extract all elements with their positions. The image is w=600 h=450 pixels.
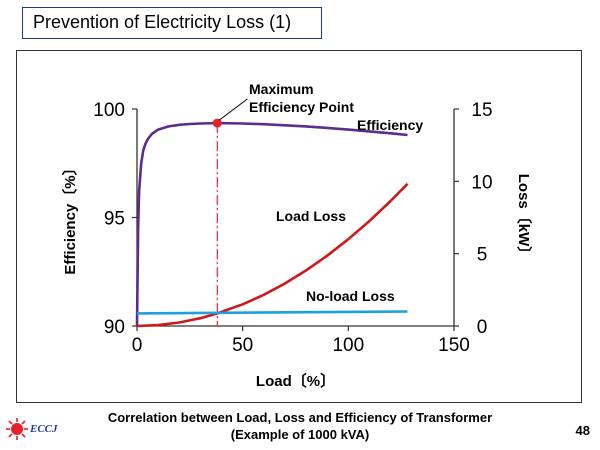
chart-svg: 0 50 100 150 90 95 100 0 5 10 15 Load〔%〕 Efficiency〔… [61, 81, 533, 390]
y-right-tick-label: 10 [471, 172, 492, 193]
x-axis-title: Load〔%〕 [256, 372, 335, 390]
eccj-logo: ECCJ [6, 418, 76, 444]
max-point-leader-line [219, 98, 248, 121]
max-point-label-line-2: Efficiency Point [249, 99, 354, 115]
chart-caption: Correlation between Load, Loss and Effic… [60, 409, 540, 443]
max-efficiency-point [212, 118, 222, 128]
y-left-tick-label: 90 [104, 317, 125, 338]
y-left-tick-label: 95 [104, 209, 125, 230]
y-right-tick-label: 15 [471, 100, 492, 121]
load-loss-series-label: Load Loss [276, 208, 346, 224]
no-load-loss-series-label: No-load Loss [306, 288, 395, 304]
x-tick-label: 150 [438, 335, 470, 356]
logo-text: ECCJ [30, 423, 58, 435]
x-tick-label: 100 [332, 335, 364, 356]
y-right-tick-label: 0 [477, 317, 488, 338]
efficiency-series-line [135, 121, 408, 327]
y-left-tick-label: 100 [93, 100, 125, 121]
no-load-loss-series-line [136, 310, 408, 315]
slide-title: Prevention of Electricity Loss (1) [22, 7, 322, 39]
load-loss-series-line [136, 182, 409, 328]
chart-frame: 0 50 100 150 90 95 100 0 5 10 15 Load〔%〕 Efficiency〔… [16, 50, 582, 403]
max-point-label-line-1: Maximum [249, 81, 314, 97]
caption-line-2: (Example of 1000 kVA) [230, 427, 370, 442]
x-tick-label: 50 [232, 335, 253, 356]
caption-line-1: Correlation between Load, Loss and Effic… [107, 410, 493, 425]
efficiency-series-label: Efficiency [357, 117, 423, 133]
series-layer [135, 118, 409, 328]
x-tick-label: 0 [132, 335, 143, 356]
label-layer: 0 50 100 150 90 95 100 0 5 10 15 Load〔%〕 Efficiency〔… [61, 81, 533, 390]
y-right-axis-title: Loss〔kW〕 [515, 174, 533, 262]
y-left-axis-title: Efficiency〔%〕 [61, 160, 79, 274]
y-right-tick-label: 5 [477, 245, 488, 266]
logo-sun-icon [6, 418, 28, 440]
page-number: 48 [575, 423, 590, 438]
